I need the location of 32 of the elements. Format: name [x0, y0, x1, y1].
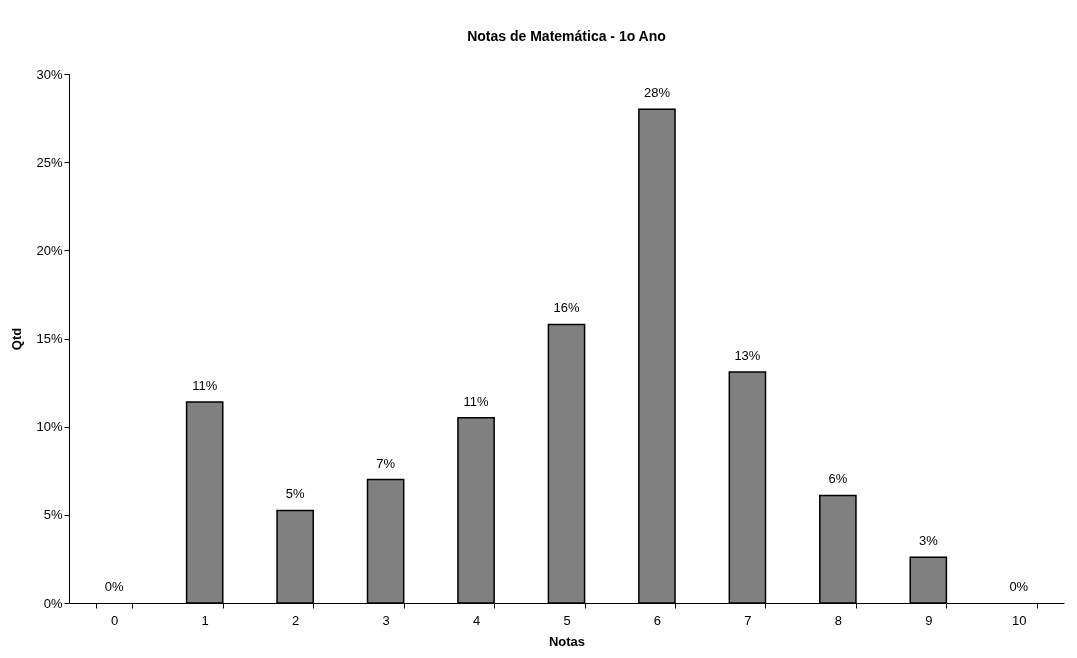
x-tick-label: 1: [201, 612, 209, 628]
data-label: 6%: [828, 471, 848, 487]
x-axis-title: Notas: [548, 633, 586, 649]
data-label: 0%: [104, 579, 125, 594]
data-label: 3%: [918, 533, 939, 549]
y-tick-label: 20%: [36, 242, 63, 258]
data-label: 7%: [376, 455, 396, 471]
data-label: 11%: [192, 377, 218, 393]
data-label: 11%: [463, 393, 490, 409]
x-tick-label: 8: [834, 612, 842, 628]
data-label: 16%: [553, 300, 580, 316]
y-tick-label: 25%: [36, 154, 63, 170]
y-axis-title: Qtd: [9, 327, 25, 351]
y-tick-label: 0%: [43, 595, 63, 611]
x-tick-label: 5: [563, 612, 571, 628]
y-tick-label: 30%: [36, 66, 63, 82]
y-tick-label: 10%: [36, 419, 63, 435]
data-label: 28%: [643, 85, 671, 101]
x-tick-label: 0: [111, 612, 119, 628]
x-tick-label: 6: [653, 612, 662, 628]
data-label: 5%: [285, 486, 305, 502]
x-tick-label: 7: [744, 612, 752, 628]
y-tick-label: 5%: [43, 507, 63, 523]
y-tick-label: 15%: [36, 331, 63, 346]
x-tick-label: 10: [1012, 612, 1027, 628]
x-tick-label: 4: [472, 612, 481, 628]
data-label: 0%: [1009, 579, 1029, 594]
x-tick-label: 3: [382, 612, 390, 628]
data-label: 13%: [734, 348, 761, 363]
x-tick-label: 9: [925, 612, 933, 628]
chart-title: Notas de Matemática - 1o Ano: [467, 28, 666, 44]
x-tick-label: 2: [292, 612, 300, 628]
